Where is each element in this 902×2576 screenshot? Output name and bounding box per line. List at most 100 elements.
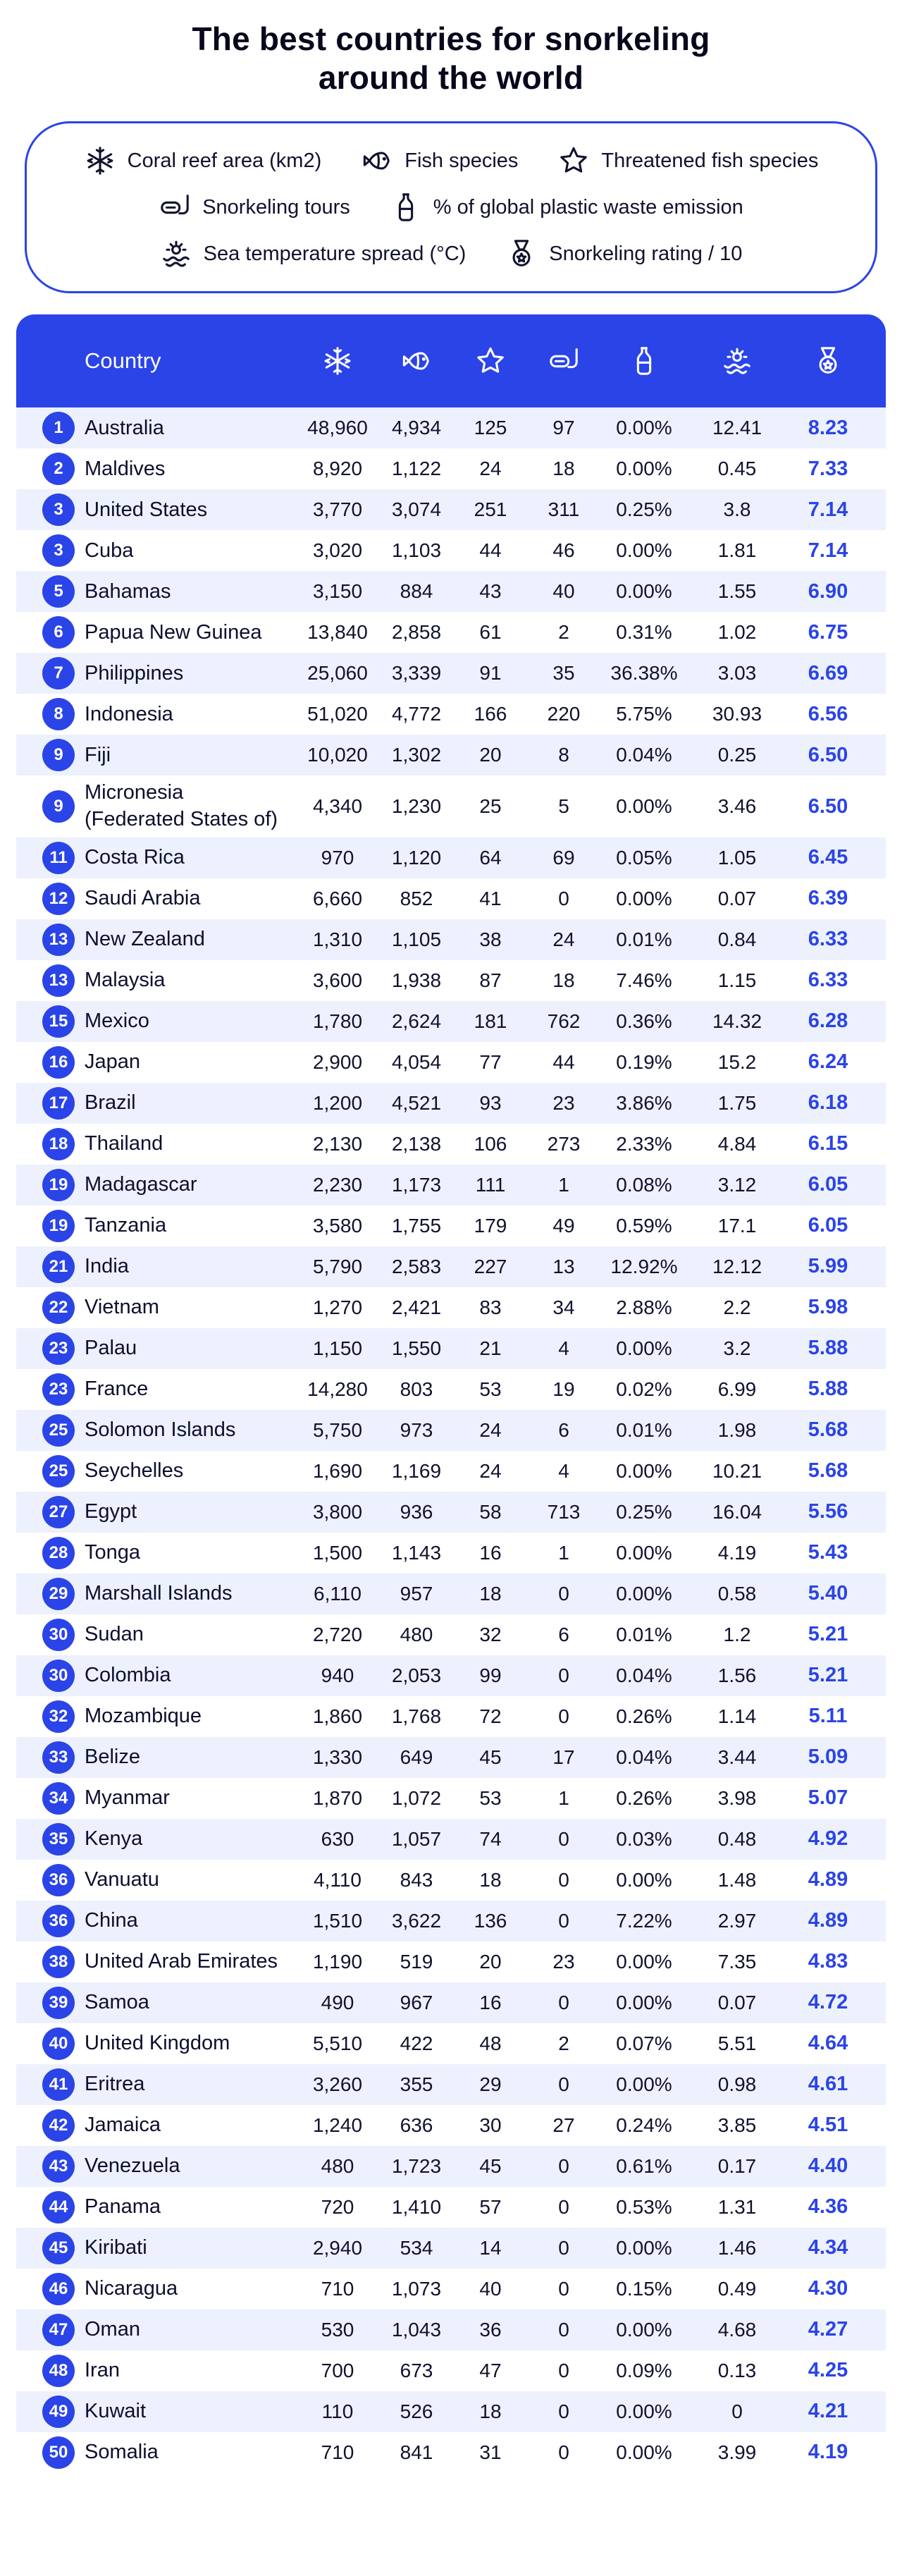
rating-value: 4.40 <box>808 2154 848 2178</box>
data-value: 4,054 <box>391 1050 442 1073</box>
table-row: 32 Mozambique 1,860 1,768 72 0 0.26% 1.14 5.11 <box>16 1695 886 1737</box>
data-value: 3.86% <box>616 1091 672 1114</box>
country-name: Eritrea <box>85 2072 145 2095</box>
rank-cell: 25 <box>32 1454 85 1488</box>
rank-cell: 13 <box>32 923 85 956</box>
data-value: 8 <box>558 744 569 766</box>
data-value: 4 <box>558 1459 569 1482</box>
data-value: 7.46% <box>616 969 672 991</box>
data-value: 0.25% <box>616 498 672 521</box>
rank-badge: 44 <box>42 2190 75 2224</box>
data-value: 0.61% <box>616 2154 672 2177</box>
data-value: 1,500 <box>312 1541 363 1564</box>
data-value: 940 <box>321 1664 354 1686</box>
rank-cell: 22 <box>32 1291 85 1324</box>
legend-item-fish: Fish species <box>361 145 518 177</box>
data-value: 1,690 <box>312 1459 363 1482</box>
title-line-2: around the world <box>318 59 584 97</box>
data-value: 251 <box>474 498 507 521</box>
rank-cell: 3 <box>32 534 85 568</box>
data-value: 803 <box>400 1378 433 1400</box>
country-name: Nicaragua <box>85 2276 178 2300</box>
data-value: 4.19 <box>717 1541 757 1564</box>
table-row: 38 United Arab Emirates 1,190 519 20 23 0.00% 7… <box>16 1941 886 1982</box>
country-name: Iran <box>85 2358 120 2381</box>
data-value: 53 <box>479 1378 502 1400</box>
data-value: 0 <box>731 2400 743 2422</box>
data-value: 0.00% <box>616 539 672 562</box>
rank-badge: 27 <box>42 1495 75 1528</box>
data-value: 38 <box>479 928 502 950</box>
data-value: 0.15% <box>616 2277 672 2300</box>
rating-value: 4.30 <box>808 2277 848 2300</box>
country-name: Egypt <box>85 1499 137 1523</box>
data-value: 45 <box>479 2154 502 2177</box>
country-name: Solomon Islands <box>85 1418 236 1441</box>
data-value: 1,103 <box>391 539 442 562</box>
data-value: 16 <box>479 1541 502 1564</box>
rank-badge: 43 <box>42 2149 75 2183</box>
data-value: 1.31 <box>717 2195 757 2218</box>
data-value: 19 <box>552 1378 575 1400</box>
data-value: 0 <box>558 2400 569 2422</box>
data-value: 46 <box>552 539 575 562</box>
legend-row: Sea temperature spread (°C) Snorkeling ra… <box>41 238 861 270</box>
table-row: 43 Venezuela 480 1,723 45 0 0.61% 0.17 4.40 <box>16 2145 886 2187</box>
country-name: Panama <box>85 2195 161 2218</box>
rating-value: 4.21 <box>808 2400 848 2423</box>
data-value: 18 <box>552 458 575 480</box>
data-value: 25,060 <box>307 662 368 685</box>
data-value: 3,260 <box>312 2073 363 2095</box>
legend-item-sea-temp: Sea temperature spread (°C) <box>160 238 466 270</box>
table-row: 2 Maldives 8,920 1,122 24 18 0.00% 0.45 7.33 <box>16 448 886 490</box>
data-value: 227 <box>474 1255 507 1277</box>
data-value: 526 <box>400 2400 433 2422</box>
table-row: 17 Brazil 1,200 4,521 93 23 3.86% 1.75 6.18 <box>16 1082 886 1124</box>
rank-badge: 38 <box>42 1945 75 1978</box>
country-name: Indonesia <box>85 702 173 725</box>
data-value: 64 <box>479 846 502 869</box>
rank-badge: 47 <box>42 2313 75 2346</box>
data-value: 1.46 <box>717 2236 757 2259</box>
data-value: 3,339 <box>391 662 442 685</box>
rank-badge: 35 <box>42 1822 75 1856</box>
data-value: 3.85 <box>717 2114 757 2136</box>
country-name: Kuwait <box>85 2399 147 2422</box>
data-value: 125 <box>474 417 507 439</box>
data-value: 1,510 <box>312 1909 363 1932</box>
legend-item-threatened-fish: Threatened fish species <box>557 145 818 177</box>
data-value: 0.00% <box>616 1337 672 1359</box>
rank-badge: 36 <box>42 1904 75 1937</box>
data-value: 0 <box>558 2154 569 2177</box>
data-value: 1 <box>558 1541 569 1564</box>
data-value: 884 <box>400 580 433 603</box>
data-value: 710 <box>321 2277 354 2300</box>
rating-value: 4.36 <box>808 2195 848 2219</box>
data-value: 2,858 <box>391 621 442 644</box>
data-value: 0.58 <box>717 1582 757 1605</box>
sea-temp-icon <box>721 345 753 377</box>
data-value: 97 <box>552 417 575 439</box>
data-value: 534 <box>400 2236 433 2259</box>
rank-cell: 45 <box>32 2231 85 2264</box>
rank-cell: 36 <box>32 1904 85 1937</box>
rank-cell: 7 <box>32 657 85 690</box>
data-value: 1,870 <box>312 1786 363 1809</box>
data-value: 6,110 <box>314 1582 362 1605</box>
rating-value: 5.43 <box>808 1541 848 1564</box>
rank-cell: 29 <box>32 1577 85 1610</box>
title-line-1: The best countries for snorkeling <box>192 20 710 57</box>
rank-badge: 2 <box>42 453 75 486</box>
data-value: 3,600 <box>312 969 363 991</box>
country-name: Tanzania <box>85 1213 167 1237</box>
data-value: 0.01% <box>616 928 672 950</box>
table-row: 36 Vanuatu 4,110 843 18 0 0.00% 1.48 4.89 <box>16 1859 886 1901</box>
data-value: 3,150 <box>312 580 363 603</box>
rank-badge: 7 <box>42 657 75 690</box>
data-value: 3,020 <box>312 539 363 562</box>
data-value: 0 <box>558 2236 569 2259</box>
table-row: 5 Bahamas 3,150 884 43 40 0.00% 1.55 6.90 <box>16 571 886 613</box>
data-value: 34 <box>552 1296 575 1318</box>
table-body: 1 Australia 48,960 4,934 125 97 0.00% 12.41 8.23… <box>16 407 886 2473</box>
threatened-fish-icon <box>557 145 590 177</box>
